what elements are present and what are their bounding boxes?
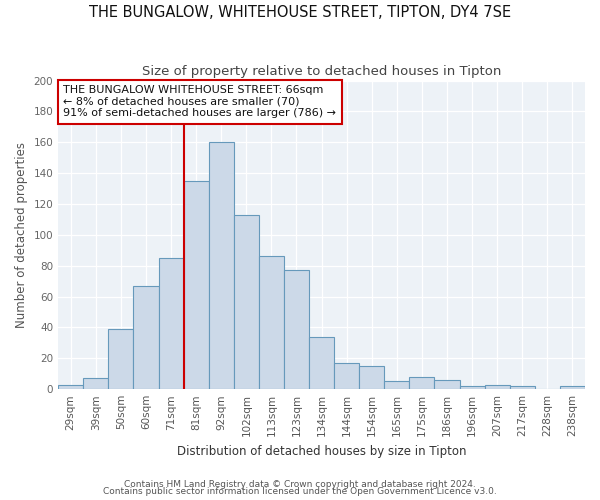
Bar bbox=[510, 386, 535, 389]
Bar bbox=[434, 380, 460, 389]
Bar bbox=[184, 181, 209, 389]
Bar bbox=[359, 366, 385, 389]
Y-axis label: Number of detached properties: Number of detached properties bbox=[15, 142, 28, 328]
Bar bbox=[259, 256, 284, 389]
Bar bbox=[109, 329, 133, 389]
X-axis label: Distribution of detached houses by size in Tipton: Distribution of detached houses by size … bbox=[177, 444, 466, 458]
Title: Size of property relative to detached houses in Tipton: Size of property relative to detached ho… bbox=[142, 65, 501, 78]
Bar bbox=[234, 215, 259, 389]
Bar bbox=[334, 363, 359, 389]
Bar bbox=[284, 270, 309, 389]
Bar bbox=[83, 378, 109, 389]
Text: Contains public sector information licensed under the Open Government Licence v3: Contains public sector information licen… bbox=[103, 487, 497, 496]
Bar bbox=[309, 336, 334, 389]
Bar bbox=[158, 258, 184, 389]
Bar bbox=[385, 382, 409, 389]
Bar bbox=[58, 384, 83, 389]
Bar bbox=[409, 377, 434, 389]
Text: Contains HM Land Registry data © Crown copyright and database right 2024.: Contains HM Land Registry data © Crown c… bbox=[124, 480, 476, 489]
Bar bbox=[460, 386, 485, 389]
Bar bbox=[209, 142, 234, 389]
Bar bbox=[133, 286, 158, 389]
Bar bbox=[560, 386, 585, 389]
Bar bbox=[485, 384, 510, 389]
Text: THE BUNGALOW, WHITEHOUSE STREET, TIPTON, DY4 7SE: THE BUNGALOW, WHITEHOUSE STREET, TIPTON,… bbox=[89, 5, 511, 20]
Text: THE BUNGALOW WHITEHOUSE STREET: 66sqm
← 8% of detached houses are smaller (70)
9: THE BUNGALOW WHITEHOUSE STREET: 66sqm ← … bbox=[64, 85, 337, 118]
